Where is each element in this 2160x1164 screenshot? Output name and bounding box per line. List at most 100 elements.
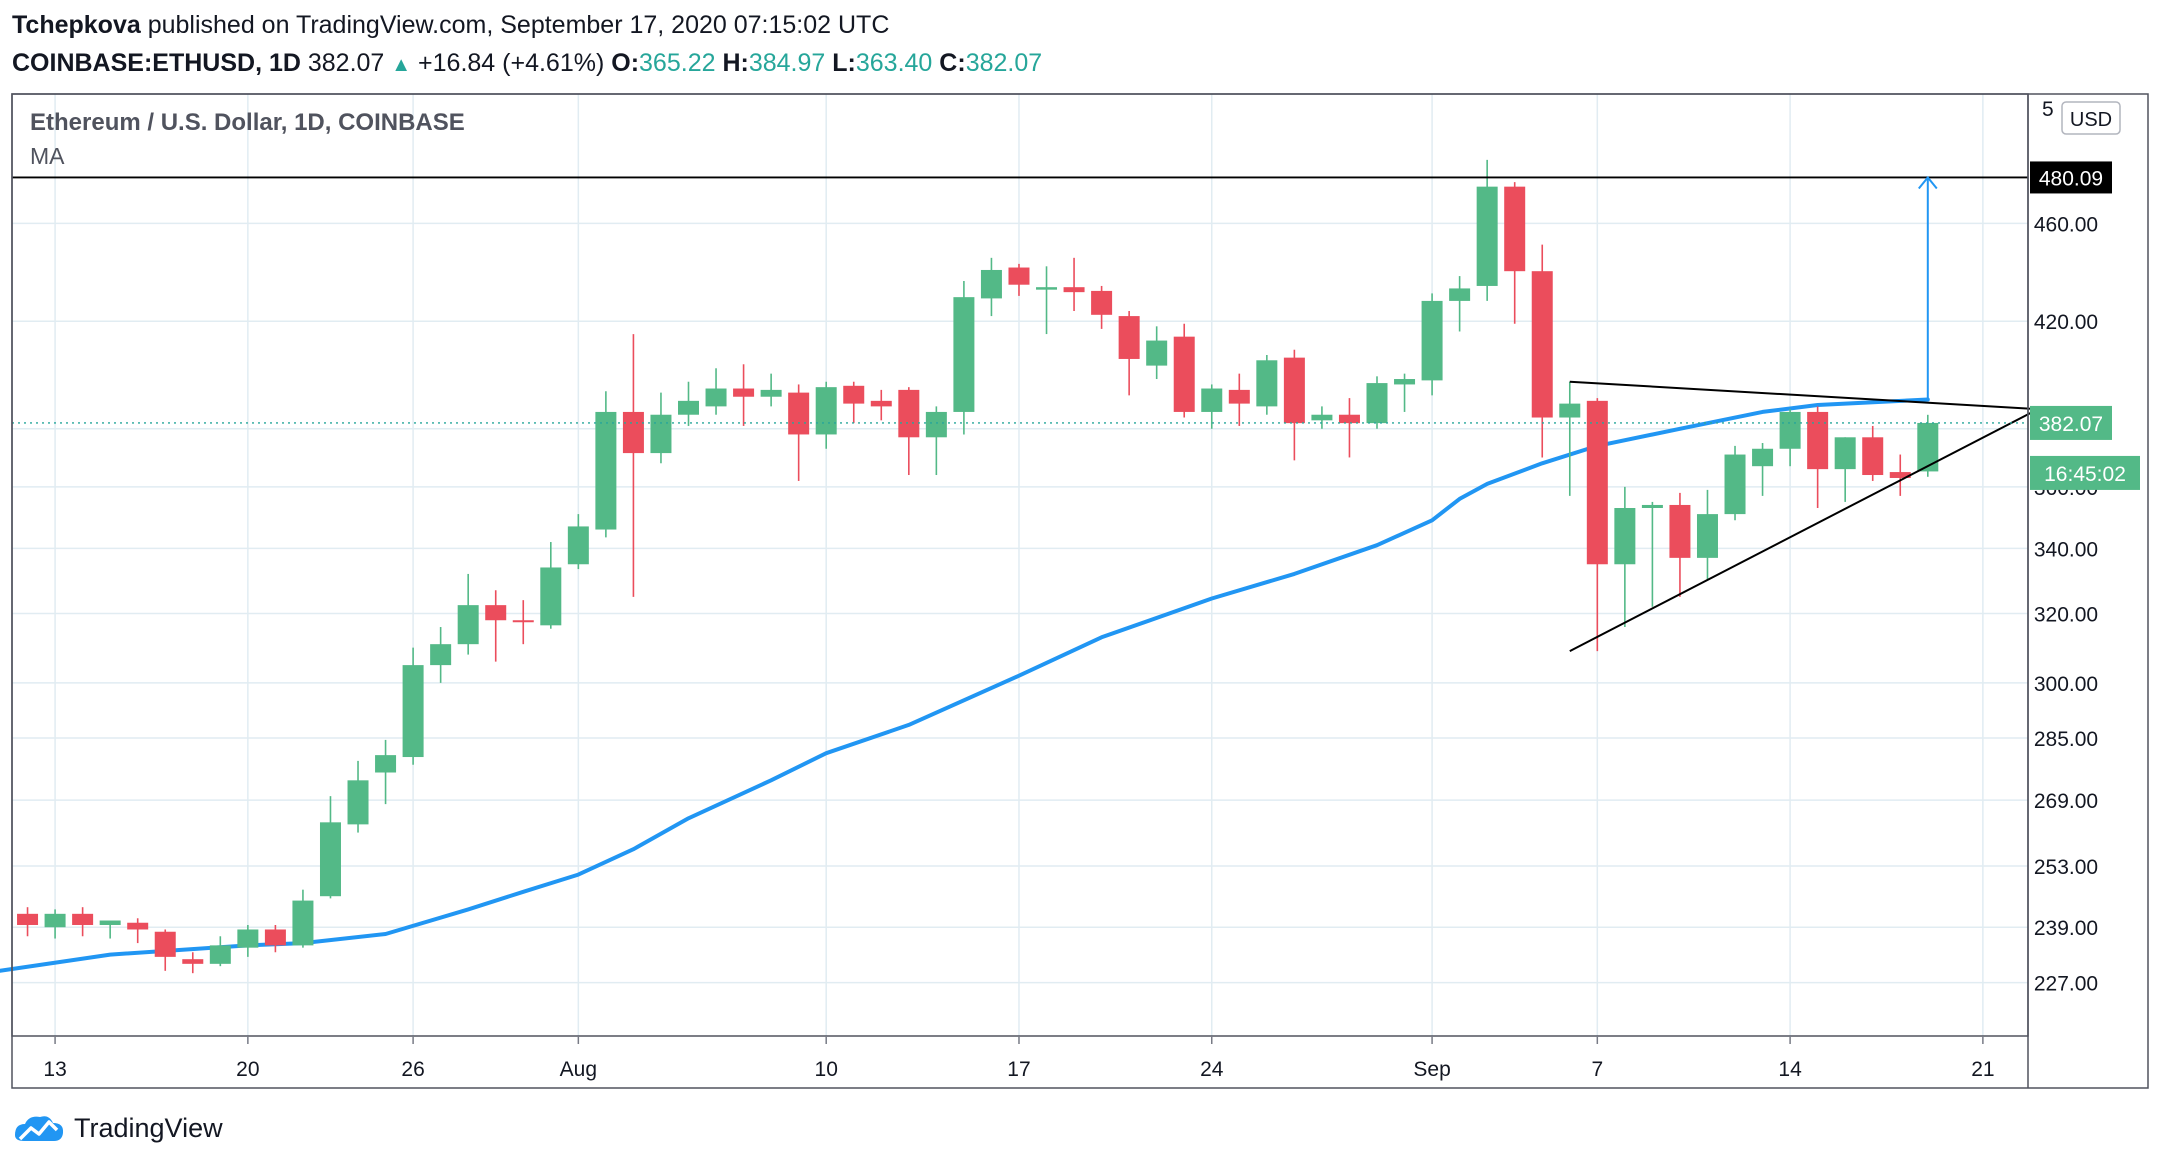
- candle-up[interactable]: [375, 739, 397, 805]
- candle-up[interactable]: [1696, 489, 1718, 581]
- last-price: 382.07: [307, 49, 385, 77]
- candle-up[interactable]: [815, 381, 837, 449]
- candle-up[interactable]: [457, 573, 479, 655]
- candle-body: [1338, 414, 1360, 424]
- candle-down[interactable]: [622, 334, 644, 597]
- candle-up[interactable]: [1917, 414, 1939, 477]
- candle-up[interactable]: [430, 627, 452, 683]
- candle-down[interactable]: [1807, 406, 1829, 509]
- candle-down[interactable]: [17, 907, 39, 937]
- candle-up[interactable]: [705, 368, 727, 415]
- candle-body: [622, 411, 644, 454]
- candle-body: [1614, 508, 1636, 565]
- candle-down[interactable]: [1669, 492, 1691, 597]
- candle-up[interactable]: [678, 381, 699, 426]
- tradingview-brand[interactable]: TradingView: [74, 1112, 223, 1143]
- badge-bg: [2030, 161, 2112, 194]
- candle-down[interactable]: [1091, 285, 1113, 329]
- candle-down[interactable]: [1586, 398, 1608, 652]
- candle-up[interactable]: [1311, 406, 1333, 429]
- chart-title: Ethereum / U.S. Dollar, 1D, COINBASE: [30, 109, 465, 136]
- ma-legend-label[interactable]: MA: [30, 143, 65, 169]
- candle-up[interactable]: [292, 889, 314, 948]
- candle-up[interactable]: [1641, 501, 1663, 607]
- candle-up[interactable]: [1614, 486, 1636, 628]
- candle-up[interactable]: [1146, 326, 1168, 380]
- candle-body: [237, 929, 259, 948]
- candle-up[interactable]: [99, 920, 121, 939]
- target-arrow-head: [1918, 175, 1938, 190]
- moving-average-line[interactable]: [0, 397, 1930, 973]
- candle-up[interactable]: [209, 936, 231, 967]
- candle-up[interactable]: [1779, 409, 1801, 467]
- candle-down[interactable]: [898, 387, 920, 476]
- candle-up[interactable]: [402, 647, 424, 765]
- candle-body: [1807, 411, 1829, 470]
- candle-up[interactable]: [347, 760, 369, 833]
- trendline[interactable]: [1569, 380, 2039, 411]
- candle-down[interactable]: [512, 600, 534, 645]
- candle-up[interactable]: [650, 392, 672, 464]
- resistance-price-badge: 480.09: [2030, 161, 2112, 194]
- candle-body: [264, 929, 286, 946]
- candle-down[interactable]: [127, 918, 149, 944]
- candle-down[interactable]: [1504, 182, 1526, 324]
- candle-up[interactable]: [1752, 443, 1774, 496]
- candle-down[interactable]: [788, 384, 810, 481]
- candle-body: [154, 931, 176, 957]
- candle-down[interactable]: [1228, 373, 1250, 426]
- candle-up[interactable]: [44, 909, 66, 939]
- candle-down[interactable]: [843, 381, 865, 424]
- candle-down[interactable]: [733, 364, 755, 426]
- candle-down[interactable]: [1338, 398, 1360, 458]
- candle-body: [595, 411, 617, 530]
- candle-down[interactable]: [72, 907, 94, 937]
- candle-body: [1779, 411, 1801, 449]
- y-tick-label-top: 5: [2042, 98, 2054, 121]
- candle-up[interactable]: [1256, 354, 1278, 415]
- candle-up[interactable]: [1421, 293, 1443, 396]
- candle-up[interactable]: [1724, 445, 1746, 521]
- candle-body: [1559, 403, 1581, 418]
- candle-up[interactable]: [595, 391, 617, 538]
- candle-body: [1201, 388, 1223, 412]
- candle-body: [1889, 472, 1911, 478]
- trendline[interactable]: [1569, 408, 2039, 652]
- candle-up[interactable]: [1366, 376, 1388, 429]
- candle-up[interactable]: [1559, 381, 1581, 496]
- candle-down[interactable]: [870, 389, 892, 421]
- candle-up[interactable]: [925, 406, 947, 476]
- candle-up[interactable]: [1036, 266, 1058, 335]
- author-name[interactable]: Tchepkova: [12, 11, 141, 39]
- candle-up[interactable]: [1449, 276, 1471, 332]
- candle-down[interactable]: [1283, 349, 1305, 461]
- candle-up[interactable]: [567, 514, 589, 570]
- candle-body: [1586, 400, 1608, 565]
- candle-down[interactable]: [182, 952, 204, 974]
- candle-up[interactable]: [1394, 373, 1416, 412]
- candle-up[interactable]: [953, 281, 975, 435]
- open-label: O:: [611, 49, 640, 77]
- candle-down[interactable]: [1862, 425, 1884, 481]
- candle-up[interactable]: [980, 257, 1002, 317]
- candle-down[interactable]: [264, 924, 286, 953]
- candle-up[interactable]: [540, 542, 562, 629]
- candle-up[interactable]: [319, 796, 341, 899]
- candle-down[interactable]: [1118, 311, 1140, 396]
- candle-up[interactable]: [1476, 159, 1498, 301]
- currency-button[interactable]: USD: [2061, 101, 2121, 135]
- candle-down[interactable]: [1008, 263, 1030, 296]
- badge-bg: [2030, 405, 2112, 440]
- candle-down[interactable]: [1063, 257, 1085, 312]
- candle-up[interactable]: [760, 373, 782, 407]
- candle-up[interactable]: [237, 924, 259, 957]
- candle-down[interactable]: [1531, 244, 1553, 458]
- candle-up[interactable]: [1201, 384, 1223, 429]
- candle-down[interactable]: [1889, 454, 1911, 496]
- y-tick-label: 285.00: [2034, 728, 2098, 751]
- candle-down[interactable]: [154, 929, 176, 971]
- candle-down[interactable]: [1173, 323, 1195, 418]
- candle-up[interactable]: [1834, 437, 1856, 502]
- candle-down[interactable]: [485, 590, 507, 662]
